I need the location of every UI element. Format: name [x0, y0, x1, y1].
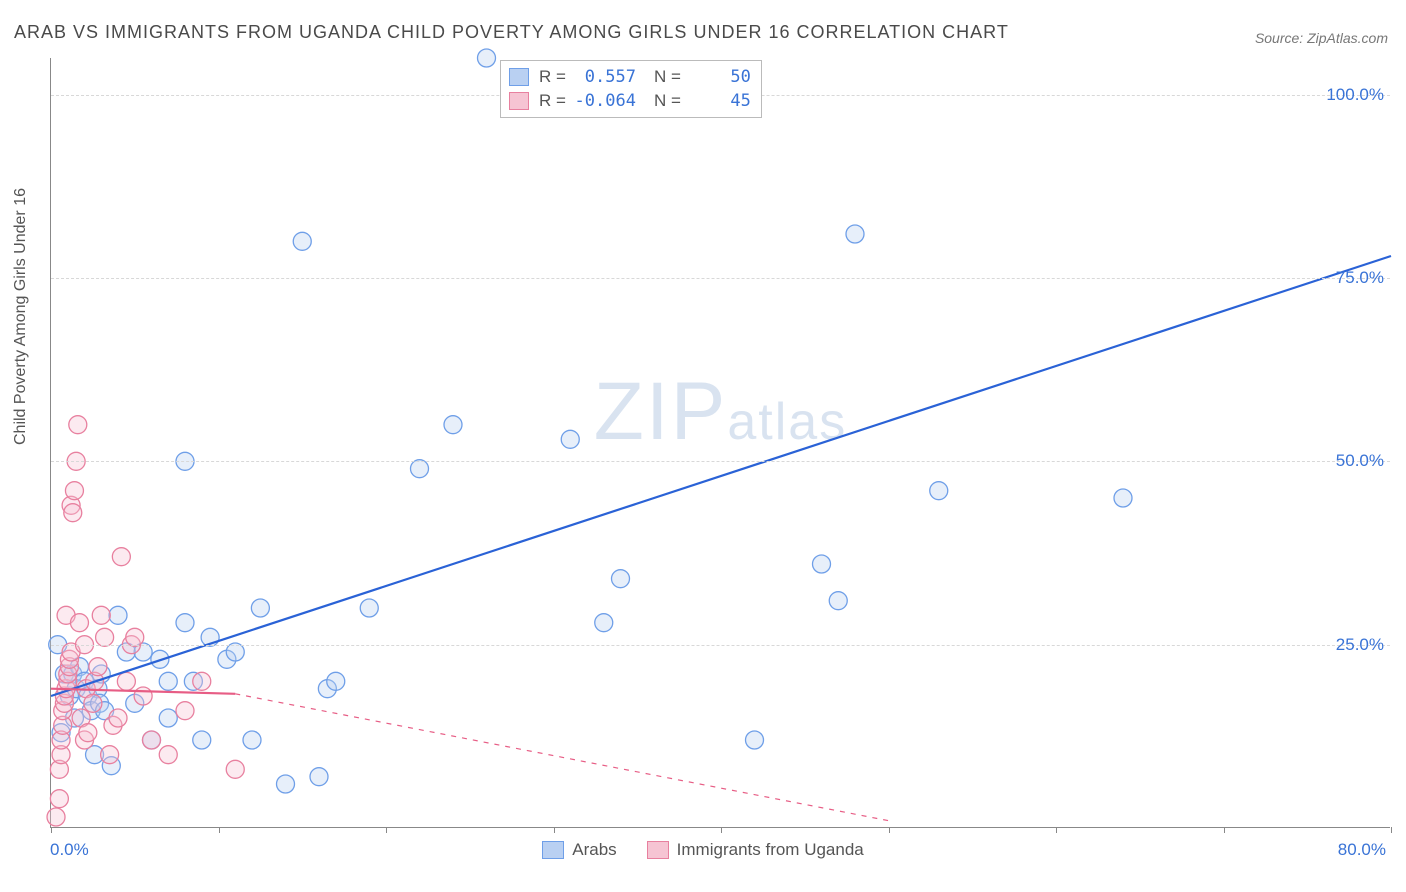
- data-point: [595, 614, 613, 632]
- data-point: [69, 416, 87, 434]
- data-point: [478, 49, 496, 67]
- data-point: [176, 614, 194, 632]
- data-point: [226, 760, 244, 778]
- n-label: N =: [654, 91, 681, 111]
- y-tick-label: 50.0%: [1336, 451, 1384, 471]
- data-point: [117, 672, 135, 690]
- source-attribution: Source: ZipAtlas.com: [1255, 30, 1388, 46]
- x-tick-mark: [219, 827, 220, 833]
- data-point: [813, 555, 831, 573]
- data-point: [126, 628, 144, 646]
- data-point: [109, 606, 127, 624]
- data-point: [277, 775, 295, 793]
- data-point: [293, 232, 311, 250]
- x-tick-mark: [386, 827, 387, 833]
- data-point: [930, 482, 948, 500]
- data-point: [96, 628, 114, 646]
- n-value-uganda: 45: [687, 91, 751, 111]
- legend-swatch-uganda: [509, 92, 529, 110]
- x-tick-mark: [721, 827, 722, 833]
- data-point: [561, 430, 579, 448]
- data-point: [159, 709, 177, 727]
- data-point: [444, 416, 462, 434]
- data-point: [411, 460, 429, 478]
- r-label: R =: [539, 91, 566, 111]
- x-tick-mark: [1391, 827, 1392, 833]
- gridline-h: [51, 461, 1390, 462]
- y-tick-label: 25.0%: [1336, 635, 1384, 655]
- gridline-h: [51, 645, 1390, 646]
- gridline-h: [51, 278, 1390, 279]
- data-point: [134, 687, 152, 705]
- data-point: [360, 599, 378, 617]
- data-point: [112, 548, 130, 566]
- data-point: [143, 731, 161, 749]
- data-point: [251, 599, 269, 617]
- legend-label-uganda: Immigrants from Uganda: [677, 840, 864, 860]
- data-point: [89, 658, 107, 676]
- data-point: [79, 724, 97, 742]
- legend-item-uganda: Immigrants from Uganda: [647, 840, 864, 860]
- x-tick-mark: [554, 827, 555, 833]
- data-point: [176, 702, 194, 720]
- data-point: [47, 808, 65, 826]
- x-tick-mark: [1056, 827, 1057, 833]
- data-point: [746, 731, 764, 749]
- n-value-arabs: 50: [687, 67, 751, 87]
- data-point: [159, 746, 177, 764]
- data-point: [226, 643, 244, 661]
- data-point: [193, 672, 211, 690]
- scatter-svg: [51, 58, 1390, 827]
- data-point: [829, 592, 847, 610]
- legend-label-arabs: Arabs: [572, 840, 616, 860]
- r-value-uganda: -0.064: [572, 91, 636, 111]
- data-point: [327, 672, 345, 690]
- data-point: [92, 606, 110, 624]
- data-point: [310, 768, 328, 786]
- legend-swatch-icon: [542, 841, 564, 859]
- legend-row-uganda: R = -0.064 N = 45: [509, 89, 751, 113]
- data-point: [50, 790, 68, 808]
- legend-swatch-arabs: [509, 68, 529, 86]
- data-point: [64, 504, 82, 522]
- x-tick-mark: [889, 827, 890, 833]
- data-point: [1114, 489, 1132, 507]
- correlation-legend: R = 0.557 N = 50 R = -0.064 N = 45: [500, 60, 762, 118]
- data-point: [193, 731, 211, 749]
- legend-row-arabs: R = 0.557 N = 50: [509, 65, 751, 89]
- data-point: [243, 731, 261, 749]
- series-legend: Arabs Immigrants from Uganda: [0, 840, 1406, 860]
- x-tick-mark: [1224, 827, 1225, 833]
- data-point: [846, 225, 864, 243]
- data-point: [101, 746, 119, 764]
- y-tick-label: 75.0%: [1336, 268, 1384, 288]
- r-value-arabs: 0.557: [572, 67, 636, 87]
- data-point: [109, 709, 127, 727]
- legend-swatch-icon: [647, 841, 669, 859]
- data-point: [159, 672, 177, 690]
- data-point: [65, 482, 83, 500]
- y-axis-label: Child Poverty Among Girls Under 16: [12, 188, 30, 445]
- data-point: [84, 694, 102, 712]
- legend-item-arabs: Arabs: [542, 840, 616, 860]
- chart-container: ARAB VS IMMIGRANTS FROM UGANDA CHILD POV…: [0, 0, 1406, 892]
- data-point: [70, 614, 88, 632]
- chart-title: ARAB VS IMMIGRANTS FROM UGANDA CHILD POV…: [14, 22, 1009, 43]
- n-label: N =: [654, 67, 681, 87]
- y-tick-label: 100.0%: [1326, 85, 1384, 105]
- r-label: R =: [539, 67, 566, 87]
- data-point: [612, 570, 630, 588]
- plot-area: ZIPatlas 25.0%50.0%75.0%100.0%: [50, 58, 1390, 828]
- x-tick-mark: [51, 827, 52, 833]
